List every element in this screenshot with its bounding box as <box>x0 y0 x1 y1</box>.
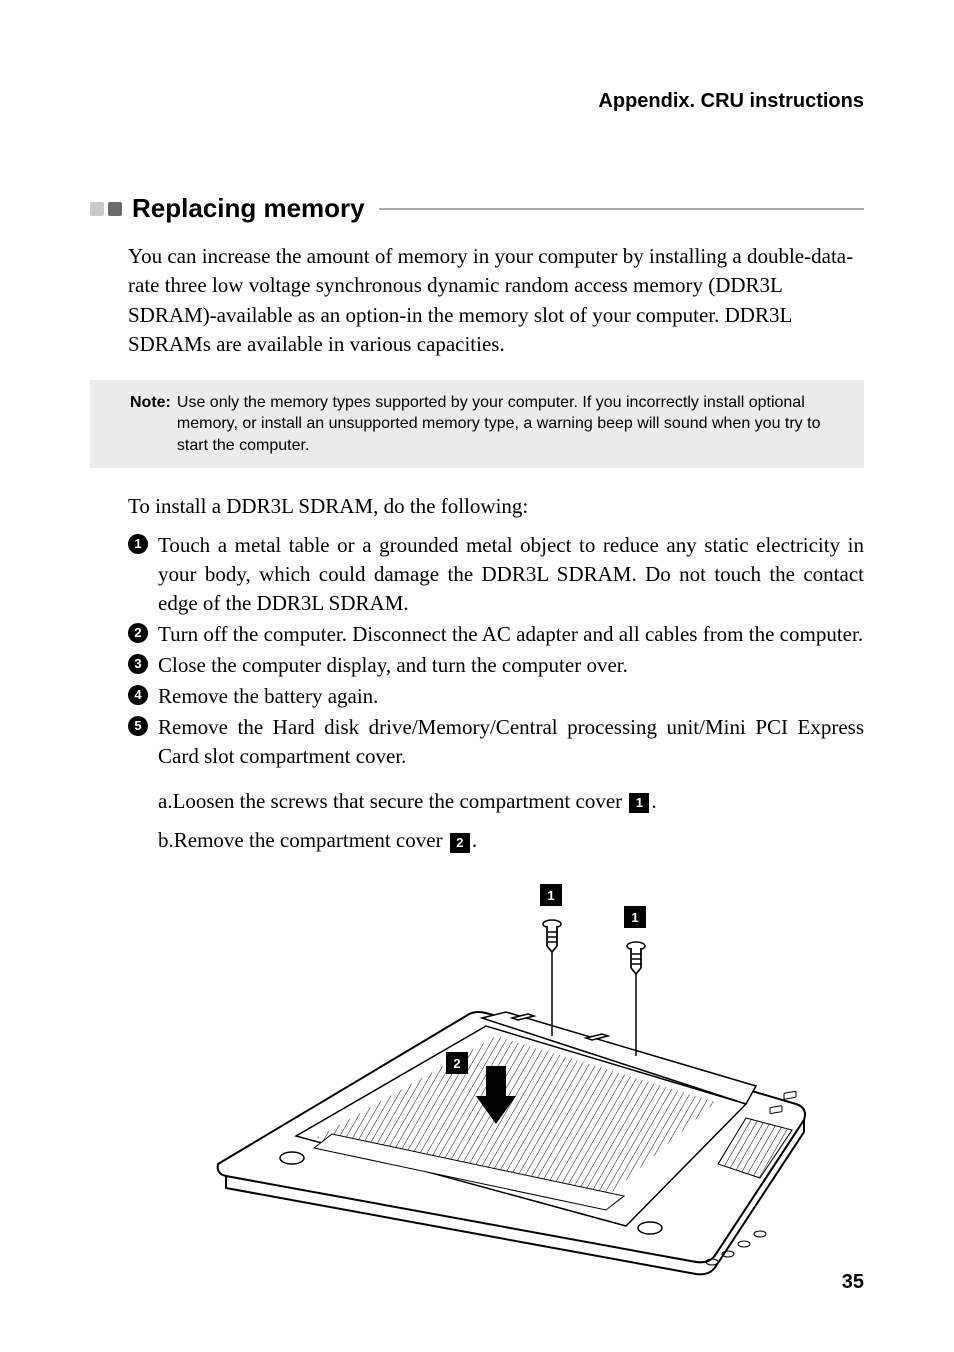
substep-prefix: a. <box>158 789 173 813</box>
diagram-callout: 1 <box>631 910 638 925</box>
diagram: 1 1 2 <box>128 866 864 1291</box>
step-number-icon: 2 <box>128 623 148 643</box>
step-2: 2 Turn off the computer. Disconnect the … <box>128 620 864 649</box>
substep-b: b.Remove the compartment cover 2. <box>158 826 864 855</box>
substeps: a.Loosen the screws that secure the comp… <box>158 787 864 856</box>
step-number-icon: 1 <box>128 534 148 554</box>
intro-paragraph: You can increase the amount of memory in… <box>128 242 864 360</box>
lead-in-text: To install a DDR3L SDRAM, do the followi… <box>128 494 864 519</box>
step-4: 4 Remove the battery again. <box>128 682 864 711</box>
note-text: Use only the memory types supported by y… <box>177 394 821 454</box>
substep-text: Loosen the screws that secure the compar… <box>173 789 628 813</box>
step-text: Close the computer display, and turn the… <box>158 651 864 680</box>
laptop-bottom-diagram: 1 1 2 <box>156 866 836 1286</box>
step-number-icon: 5 <box>128 716 148 736</box>
step-number-icon: 4 <box>128 685 148 705</box>
step-5: 5 Remove the Hard disk drive/Memory/Cent… <box>128 713 864 771</box>
heading-bullet-icon <box>90 202 122 216</box>
substep-text: Remove the compartment cover <box>174 828 448 852</box>
page-number: 35 <box>842 1271 864 1294</box>
page-container: Appendix. CRU instructions Replacing mem… <box>0 0 954 1331</box>
note-label: Note: <box>130 394 171 411</box>
step-text: Remove the battery again. <box>158 682 864 711</box>
steps-list: 1 Touch a metal table or a grounded meta… <box>128 531 864 771</box>
running-header: Appendix. CRU instructions <box>90 90 864 113</box>
step-text: Turn off the computer. Disconnect the AC… <box>158 620 864 649</box>
callout-badge: 2 <box>450 833 470 853</box>
substep-suffix: . <box>472 828 477 852</box>
section-heading: Replacing memory <box>90 193 864 224</box>
substep-a: a.Loosen the screws that secure the comp… <box>158 787 864 816</box>
substep-prefix: b. <box>158 828 174 852</box>
step-1: 1 Touch a metal table or a grounded meta… <box>128 531 864 618</box>
step-text: Remove the Hard disk drive/Memory/Centra… <box>158 713 864 771</box>
step-3: 3 Close the computer display, and turn t… <box>128 651 864 680</box>
step-text: Touch a metal table or a grounded metal … <box>158 531 864 618</box>
note-box: Note: Use only the memory types supporte… <box>90 380 864 469</box>
heading-rule <box>379 208 864 210</box>
substep-suffix: . <box>651 789 656 813</box>
section-title: Replacing memory <box>132 193 365 224</box>
callout-badge: 1 <box>629 793 649 813</box>
step-number-icon: 3 <box>128 654 148 674</box>
diagram-callout: 1 <box>547 888 554 903</box>
diagram-callout: 2 <box>453 1056 460 1071</box>
